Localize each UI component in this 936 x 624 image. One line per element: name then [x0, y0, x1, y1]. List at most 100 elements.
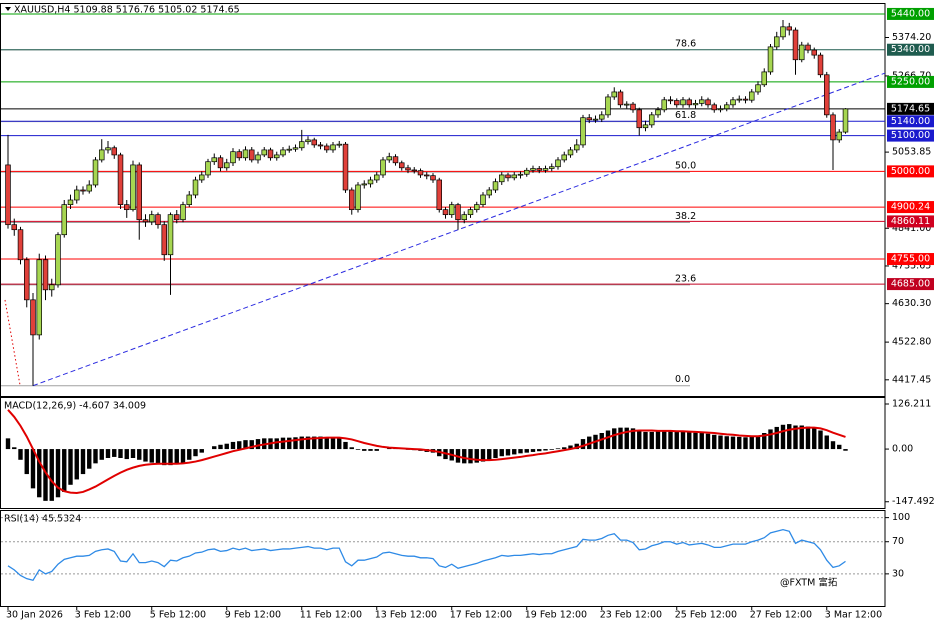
level-label-box	[887, 278, 934, 291]
x-tick-label: 23 Feb 12:00	[600, 610, 662, 621]
macd-bar	[712, 434, 717, 450]
level-label-box	[887, 102, 934, 115]
macd-bar	[824, 435, 829, 450]
candle-body	[67, 199, 74, 206]
candle-body	[542, 168, 549, 171]
macd-bar	[143, 449, 148, 462]
rsi-line	[7, 529, 846, 582]
macd-bar	[512, 449, 517, 455]
macd-bar	[87, 449, 92, 469]
macd-bar	[830, 441, 836, 450]
candle-body	[630, 103, 636, 111]
level-label-box	[887, 115, 934, 128]
macd-bar	[349, 447, 354, 450]
candle-body	[199, 174, 205, 181]
macd-bar	[674, 431, 679, 450]
candle-body	[236, 151, 243, 159]
candle-body	[36, 259, 42, 336]
fib-label: 0.0	[675, 374, 690, 385]
candle-body	[530, 168, 536, 171]
candle-body	[617, 91, 624, 106]
candle-body	[17, 229, 24, 261]
macd-bar	[562, 447, 567, 450]
candle-body	[86, 184, 92, 192]
candle-body	[73, 189, 80, 201]
x-tick-label: 17 Feb 12:00	[450, 610, 512, 621]
macd-bar	[68, 449, 73, 485]
level-label: 5140.00	[891, 116, 930, 127]
candle-body	[317, 144, 324, 147]
macd-bar	[5, 438, 11, 450]
macd-bar	[474, 449, 479, 463]
macd-bar	[599, 433, 604, 450]
candle-body	[286, 148, 293, 151]
candle-body	[305, 139, 311, 143]
candle-body	[692, 103, 699, 106]
plot-area: 78.6 61.8 50.0 38.2 23.6 0.0	[1, 13, 885, 387]
fib-label: 50.0	[675, 161, 696, 172]
macd-bar	[680, 431, 686, 450]
macd-bar	[793, 425, 798, 450]
level-label: 5250.00	[891, 76, 930, 87]
candle-body	[823, 74, 830, 116]
candle-body	[405, 167, 411, 171]
macd-bar	[818, 430, 823, 450]
x-tick-label: 3 Mar 12:00	[825, 610, 882, 621]
candle-body	[567, 149, 574, 156]
candle-body	[536, 168, 542, 171]
macd-bar	[124, 449, 129, 460]
x-tick-label: 27 Feb 12:00	[750, 610, 812, 621]
macd-bar	[568, 445, 573, 450]
candle-body	[61, 204, 67, 236]
candle-body	[805, 44, 811, 51]
candle-body	[386, 156, 393, 161]
macd-bar	[493, 449, 498, 458]
candle-body	[192, 179, 199, 196]
macd-bar	[337, 437, 342, 450]
macd-bar	[212, 446, 217, 450]
candle-body	[367, 179, 374, 185]
candle-body	[217, 157, 224, 169]
macd-bar	[224, 443, 229, 450]
candle-body	[755, 84, 761, 93]
main-title: XAUUSD,H4 5109.88 5176.76 5105.02 5174.6…	[14, 5, 240, 16]
candle-body	[92, 159, 99, 186]
macd-bar	[280, 437, 286, 450]
candle-body	[55, 234, 61, 286]
macd-bar	[468, 449, 473, 464]
macd-bar	[55, 449, 61, 498]
candle-body	[511, 174, 518, 179]
candle-body	[736, 98, 742, 101]
x-tick-label: 30 Jan 2026	[6, 610, 63, 621]
candle-body	[798, 44, 805, 61]
candle-body	[24, 259, 30, 301]
macd-bar	[649, 431, 654, 450]
candle-body	[486, 189, 493, 196]
candle-body	[292, 147, 299, 150]
macd-bar	[518, 449, 523, 454]
candle-body	[380, 159, 386, 176]
macd-bar	[549, 449, 554, 450]
candle-body	[136, 164, 143, 221]
level-label-box	[887, 129, 934, 142]
candle-body	[430, 175, 436, 181]
macd-bar	[218, 444, 223, 450]
macd-bar	[293, 437, 298, 450]
candle-body	[399, 162, 405, 169]
candle-body	[661, 99, 667, 111]
candle-body	[180, 204, 186, 221]
macd-bar	[580, 439, 586, 450]
macd-bar	[287, 437, 292, 450]
macd-bar	[693, 432, 698, 450]
candle-body	[842, 108, 849, 133]
candle-body	[242, 149, 249, 159]
rsi-panel-frame	[0, 510, 886, 607]
macd-bar	[730, 436, 736, 450]
macd-bar	[499, 449, 504, 457]
macd-bar	[118, 449, 123, 458]
macd-bar	[743, 437, 748, 450]
macd-bar	[687, 431, 692, 450]
x-tick-label: 13 Feb 12:00	[375, 610, 437, 621]
macd-bar	[93, 449, 98, 464]
candle-body	[555, 159, 561, 168]
